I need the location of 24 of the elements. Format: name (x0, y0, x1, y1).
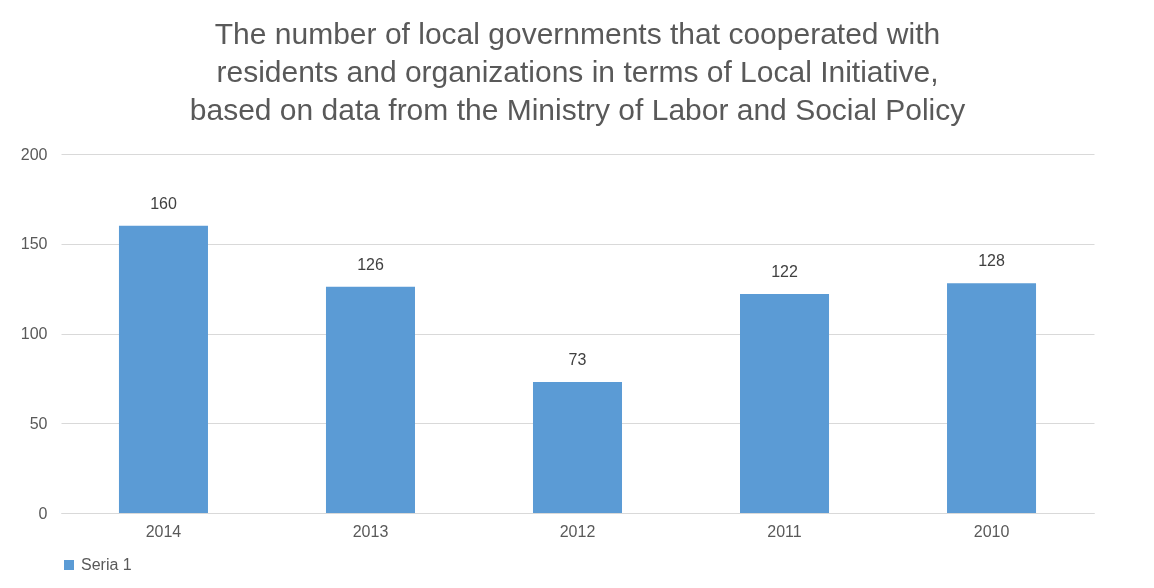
text: The number of local governments that cooperated with (214, 17, 941, 50)
bar (118, 225, 208, 513)
y-tick-label: 50 (29, 414, 48, 432)
x-tick-label: 2012 (559, 522, 596, 540)
y-tick-label: 100 (20, 325, 48, 342)
bar (325, 286, 415, 513)
data-label: 126 (357, 255, 384, 273)
text: based on data from the Ministry of Labor and Social Policy (189, 93, 966, 126)
y-tick-label: 200 (20, 145, 48, 163)
x-tick-label: 2013 (352, 522, 389, 540)
bar (740, 294, 830, 513)
y-tick-label: 0 (38, 504, 48, 522)
x-tick-label: 2011 (767, 522, 802, 540)
data-label: 128 (978, 252, 1005, 270)
legend-label: Seria 1 (81, 556, 132, 573)
x-tick-label: 2014 (145, 522, 182, 540)
data-label: 160 (150, 194, 177, 212)
bar (947, 283, 1037, 513)
x-tick-label: 2010 (973, 522, 1010, 540)
data-label: 73 (568, 350, 587, 368)
y-tick-label: 150 (20, 235, 48, 253)
data-label: 122 (771, 263, 798, 281)
bar (532, 381, 623, 513)
text: residents and organizations in terms of Local Initiative, (216, 55, 939, 88)
